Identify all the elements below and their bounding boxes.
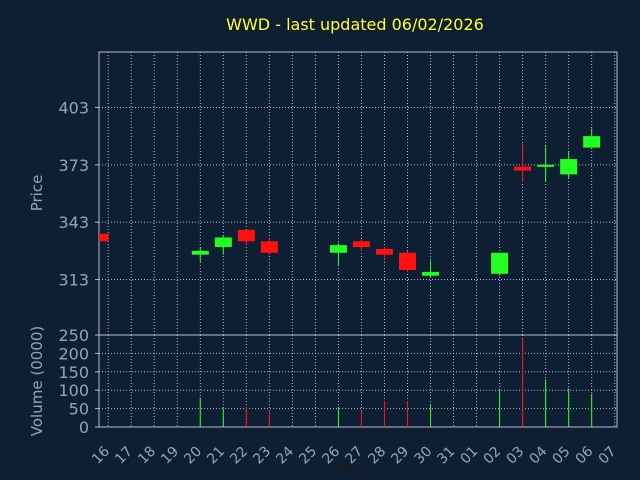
- volume-grid: [99, 335, 617, 427]
- volume-tick-label: 100: [58, 381, 89, 400]
- candle-body: [191, 250, 209, 255]
- candle: [214, 235, 232, 255]
- price-tick-label: 373: [58, 156, 89, 175]
- candle-body: [352, 241, 370, 248]
- candle-body: [260, 241, 278, 253]
- candle: [237, 229, 255, 246]
- volume-panel-frame: [98, 334, 618, 428]
- volume-tick-label: 50: [69, 400, 89, 419]
- candle-body: [237, 229, 255, 242]
- volume-axis-label: Volume (0000): [28, 326, 46, 436]
- candle: [375, 247, 393, 261]
- candle-body: [214, 237, 232, 248]
- price-axis-ticks: 403 373 343 313: [58, 98, 99, 290]
- candle-body: [398, 252, 416, 270]
- candle: [537, 145, 555, 183]
- candle: [560, 151, 578, 179]
- candle: [329, 243, 347, 267]
- candle: [583, 128, 601, 148]
- price-axis-label: Price: [28, 175, 46, 212]
- candle: [352, 239, 370, 251]
- candlestick-series: [99, 128, 601, 278]
- price-grid: [99, 52, 617, 335]
- candle: [491, 252, 509, 276]
- candle-body: [329, 245, 347, 253]
- chart-title: WWD - last updated 06/02/2026: [226, 15, 484, 34]
- candle: [514, 143, 532, 183]
- candle-body: [560, 159, 578, 175]
- price-tick-label: 343: [58, 213, 89, 232]
- candle-body: [422, 271, 440, 276]
- x-axis-label: Day: [333, 457, 363, 475]
- candle: [191, 247, 209, 263]
- candle-body: [375, 248, 393, 255]
- candle-body: [537, 164, 555, 167]
- price-tick-label: 403: [58, 98, 89, 117]
- candle-body: [491, 252, 509, 274]
- candle-body: [583, 136, 601, 148]
- volume-series: [199, 338, 593, 427]
- candle: [398, 250, 416, 272]
- candle-body: [99, 233, 108, 242]
- volume-tick-label: 250: [58, 326, 89, 345]
- candle: [422, 260, 440, 278]
- price-tick-label: 313: [58, 271, 89, 290]
- volume-tick-label: 0: [79, 418, 89, 437]
- candle: [99, 233, 109, 242]
- volume-tick-label: 200: [58, 344, 89, 363]
- candle: [260, 237, 278, 255]
- candle-body: [514, 166, 532, 171]
- volume-tick-label: 150: [58, 363, 89, 382]
